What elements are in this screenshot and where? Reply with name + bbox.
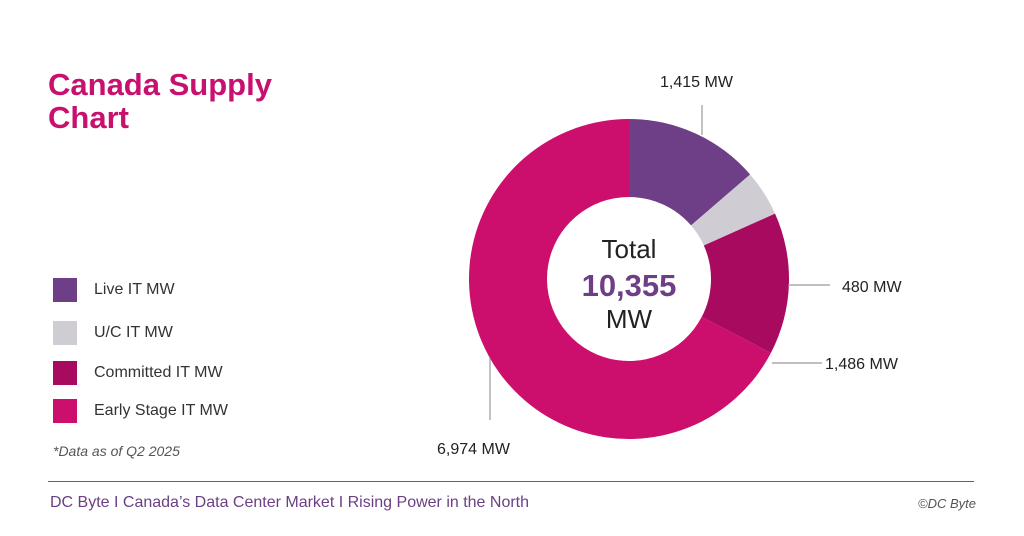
legend-label-committed: Committed IT MW [94,364,223,381]
data-label-early: 6,974 MW [437,441,511,458]
legend-item-live: Live IT MW [53,278,313,302]
center-total-label: Total [601,234,657,264]
leader-lines [489,105,830,420]
data-note: *Data as of Q2 2025 [53,443,180,459]
slice-uc [691,174,776,246]
footer-divider [48,481,974,482]
data-label-committed: 1,486 MW [825,356,899,373]
copyright: ©DC Byte [918,496,976,511]
legend-label-uc: U/C IT MW [94,324,173,341]
slice-early [469,119,771,440]
data-label-live: 1,415 MW [660,74,734,91]
legend-item-committed: Committed IT MW [53,361,313,385]
donut-slices [469,119,790,440]
data-label-uc: 480 MW [842,279,902,296]
legend-swatch-committed [53,361,77,385]
slice-live [629,119,751,226]
legend-item-uc: U/C IT MW [53,321,313,345]
legend-swatch-uc [53,321,77,345]
chart-title: Canada Supply Chart [48,67,272,135]
legend-label-live: Live IT MW [94,281,175,298]
center-total-value: 10,355 [581,268,677,303]
legend-label-early: Early Stage IT MW [94,402,228,419]
legend-swatch-live [53,278,77,302]
legend-swatch-early [53,399,77,423]
legend-item-early: Early Stage IT MW [53,399,313,423]
slice-committed [701,213,790,353]
center-total-unit: MW [605,304,653,334]
footer-text: DC Byte I Canada’s Data Center Market I … [50,494,530,511]
